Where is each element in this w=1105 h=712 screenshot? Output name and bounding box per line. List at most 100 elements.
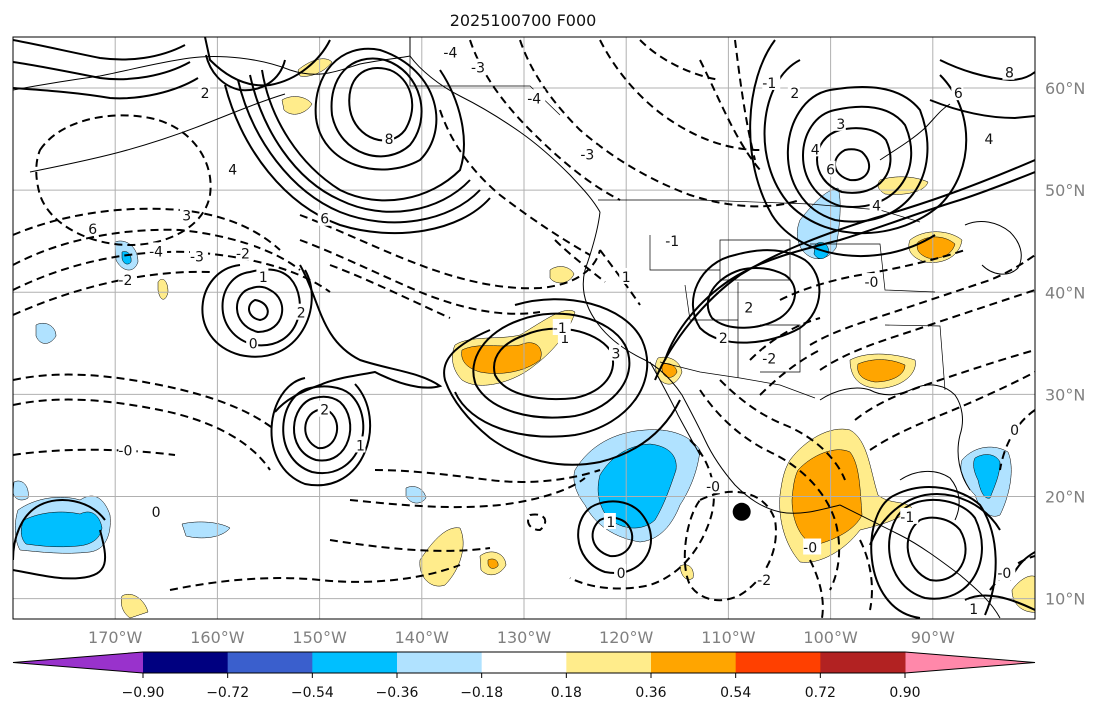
contour-line	[13, 270, 211, 316]
contour-label-bg	[706, 477, 725, 494]
contour-line	[472, 312, 631, 419]
lat-tick-label: 40°N	[1045, 283, 1085, 302]
contour-line	[293, 395, 352, 462]
shade-area	[791, 449, 863, 546]
shade-area	[679, 564, 694, 580]
contour-line	[348, 67, 414, 142]
border-us-canada	[598, 199, 921, 223]
contour-label: 4	[228, 163, 237, 179]
lon-tick-label: 140°W	[395, 628, 450, 647]
shade-area	[21, 511, 103, 548]
coastline-yucatan	[899, 471, 960, 521]
contour-line	[719, 379, 846, 481]
colorbar-segment	[397, 652, 483, 673]
contour-label-bg	[256, 267, 269, 284]
contour-label: 1	[356, 438, 365, 454]
contour-label-bg	[246, 334, 259, 351]
contour-label-bg	[1002, 63, 1015, 80]
shade-area	[857, 359, 906, 383]
contour-line	[329, 539, 491, 552]
lon-tick-label: 120°W	[599, 628, 654, 647]
contour-label: 0	[152, 505, 161, 521]
contour-line	[706, 266, 796, 329]
contours-positive	[13, 37, 1035, 619]
lat-tick-label: 10°N	[1045, 590, 1085, 609]
contour-label-bg	[608, 344, 621, 361]
contour-line	[519, 39, 801, 208]
contour-line	[527, 513, 547, 532]
contour-line	[809, 254, 1035, 346]
contour-label: 4	[985, 132, 994, 148]
contour-label: -0	[997, 566, 1011, 582]
contour-label: -0	[803, 541, 817, 557]
contour-label: 3	[612, 347, 621, 363]
map-frame	[12, 36, 1036, 620]
colorbar-segment	[566, 652, 652, 673]
contour-line	[13, 373, 276, 431]
contour-label-bg	[823, 160, 836, 177]
contour-label-bg	[665, 232, 684, 249]
contour-line	[13, 499, 107, 580]
latitude-tick-labels: 10°N 20°N 30°N 40°N 50°N 60°N	[1045, 79, 1085, 609]
contour-line	[249, 74, 471, 213]
contour-label-bg	[762, 73, 781, 90]
contour-line	[454, 298, 649, 438]
contour-line	[270, 377, 372, 487]
colorbar-level-label: −0.18	[460, 685, 503, 701]
shade-area	[419, 527, 464, 587]
contour-line	[224, 84, 491, 235]
contour-label: 2	[790, 86, 799, 102]
contour-label: 2	[719, 331, 728, 347]
contour-label-bg	[443, 43, 462, 60]
contour-line	[870, 486, 997, 619]
lon-tick-label: 170°W	[88, 628, 143, 647]
colorbar-segment	[312, 652, 398, 673]
contour-label-bg	[757, 571, 776, 588]
contour-line	[314, 47, 438, 171]
contour-line	[248, 298, 269, 322]
shade-area	[13, 480, 29, 501]
contour-label-bg	[198, 84, 211, 101]
contour-label: 8	[1005, 66, 1014, 82]
lat-tick-label: 20°N	[1045, 487, 1085, 506]
contour-label: -0	[864, 275, 878, 291]
shade-area	[121, 594, 149, 619]
contour-label-bg	[741, 298, 754, 315]
coastline-central-america	[839, 504, 1001, 619]
colorbar-level-label: 0.90	[889, 685, 920, 701]
border-us-mexico	[659, 361, 816, 399]
contour-line	[329, 264, 451, 319]
coastline-alaska	[13, 37, 411, 91]
contour-label-bg	[762, 349, 781, 366]
contour-line	[699, 59, 761, 171]
contour-label-bg	[294, 303, 307, 320]
contour-line	[749, 39, 936, 258]
shade-area	[35, 322, 57, 344]
contour-label-bg	[869, 196, 882, 213]
contour-label: 1	[622, 270, 631, 286]
contour-label: 1	[606, 515, 615, 531]
contour-line	[869, 493, 1001, 546]
contour-line	[779, 249, 966, 301]
contour-line	[13, 250, 331, 293]
contour-line	[888, 498, 983, 600]
coastline-gulf-mexico	[819, 384, 971, 491]
contour-label: 2	[201, 86, 210, 102]
state-line	[760, 324, 801, 373]
contour-line	[274, 264, 443, 413]
colorbar-segment	[735, 652, 821, 673]
state-line	[810, 243, 936, 293]
contour-label-bg	[716, 329, 729, 346]
contour-line	[205, 54, 286, 92]
lat-tick-label: 50°N	[1045, 181, 1085, 200]
colorbar-segment	[820, 652, 906, 673]
colorbar-segment	[651, 652, 737, 673]
state-line	[684, 284, 738, 321]
contour-label: -1	[900, 510, 914, 526]
contour-label: 2	[320, 403, 329, 419]
contour-label-bg	[353, 436, 366, 453]
shade-area	[549, 266, 575, 284]
contour-line	[699, 389, 841, 591]
colorbar-level-label: 0.18	[551, 685, 582, 701]
